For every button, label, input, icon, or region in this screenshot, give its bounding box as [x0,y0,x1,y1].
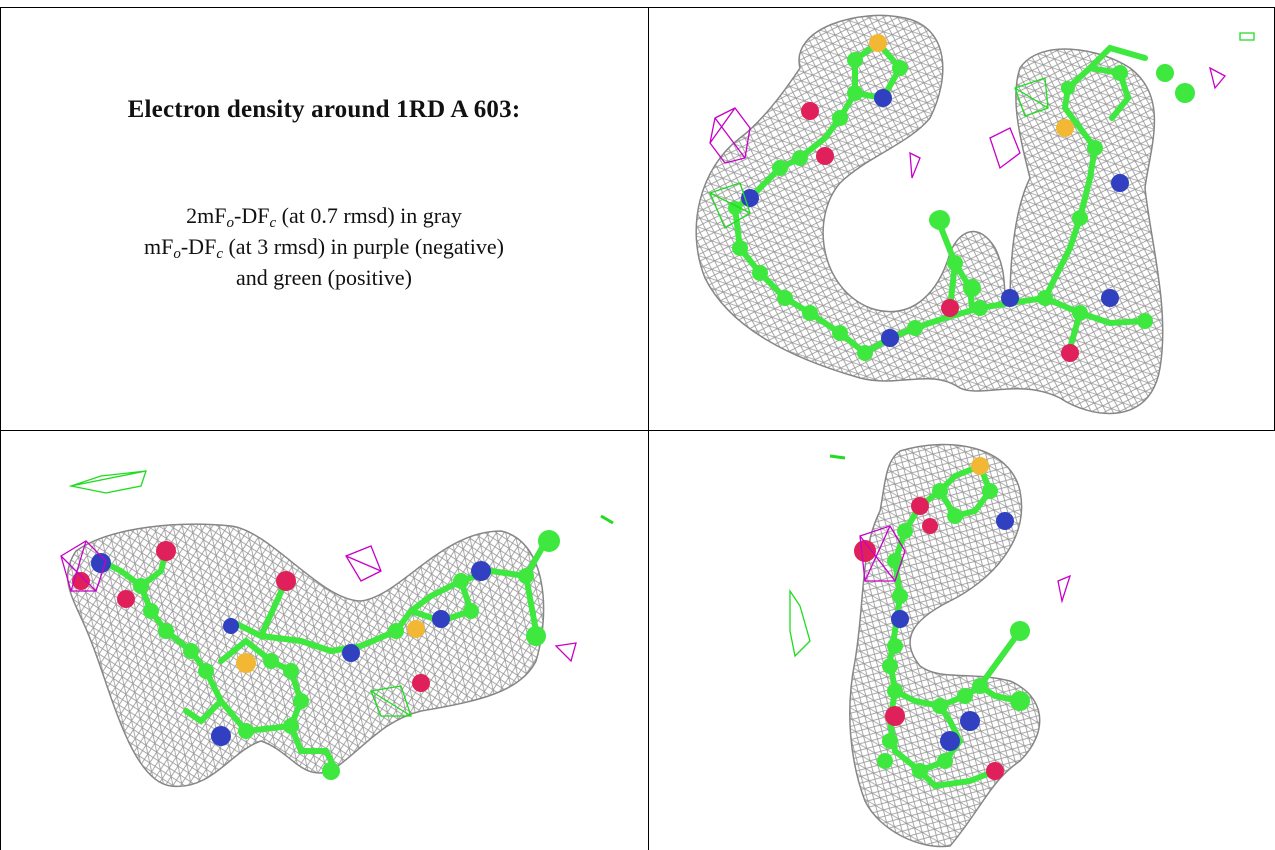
density-view-top-right [650,8,1274,429]
caption-title: Electron density around 1RD A 603: [127,96,521,123]
caption-line-2fofc: 2mFo-DFc (at 0.7 rmsd) in gray [186,203,462,231]
atom-spheres [854,457,1030,780]
table-border-left [0,7,1,850]
caption-cell: Electron density around 1RD A 603: 2mFo-… [0,8,648,430]
atom-spheres [72,530,560,780]
density-view-bottom-left [1,431,647,850]
caption-line-fofc: mFo-DFc (at 3 rmsd) in purple (negative) [144,234,504,262]
caption-line-positive: and green (positive) [236,265,412,290]
table-border-top [0,7,1275,8]
density-mesh [695,14,1164,415]
difference-density [60,470,614,717]
density-mesh [66,523,545,788]
atom-spheres [728,34,1195,362]
density-view-bottom-right [650,431,1274,850]
table-divider-vertical [648,7,649,850]
difference-density [709,32,1255,229]
difference-density [789,454,1072,658]
table-divider-horizontal [0,430,1275,431]
